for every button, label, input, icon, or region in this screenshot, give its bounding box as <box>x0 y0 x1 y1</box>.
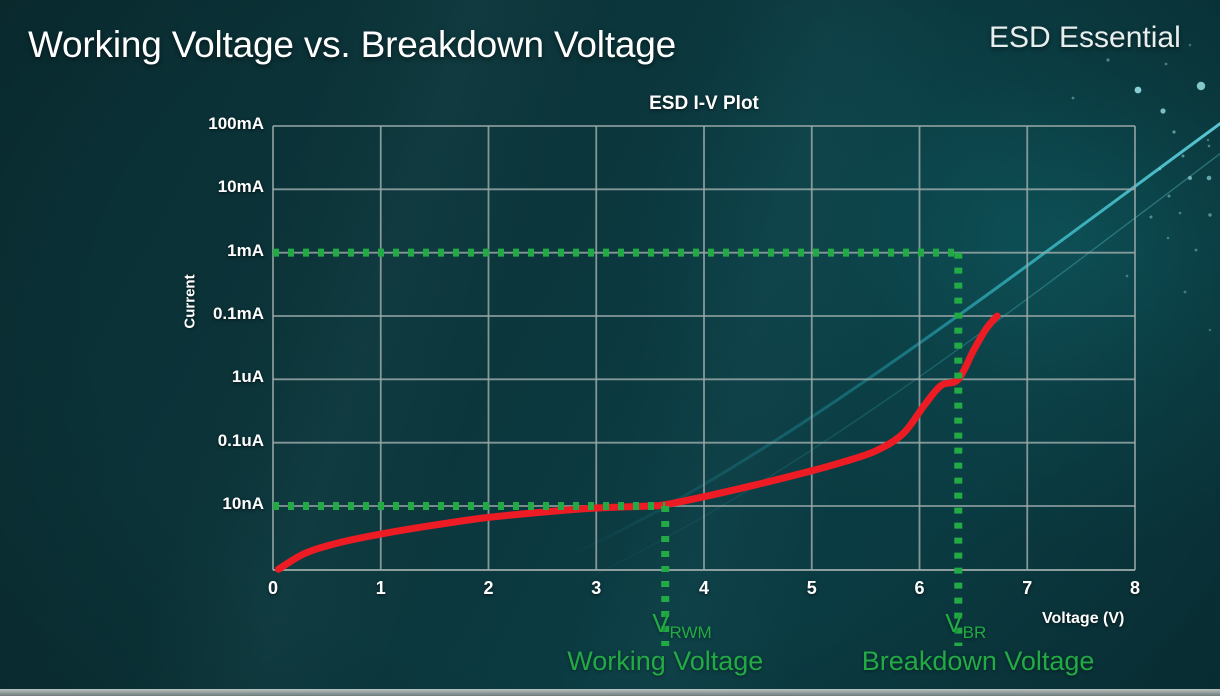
chart-title: ESD I-V Plot <box>649 93 759 114</box>
working-voltage-symbol-letter: V <box>652 608 670 638</box>
x-axis-tick-label: 8 <box>1129 578 1140 598</box>
y-axis-tick-label: 100mA <box>208 114 264 133</box>
x-axis-tick-label: 7 <box>1022 578 1033 598</box>
annotation-lines <box>273 248 963 646</box>
working-voltage-symbol: VRWM <box>652 608 712 643</box>
breakdown-voltage-caption: Breakdown Voltage <box>861 646 1095 676</box>
breakdown-voltage-symbol-letter: V <box>945 608 963 638</box>
breakdown-voltage-symbol: VBR <box>945 608 986 643</box>
x-axis-tick-label: 0 <box>267 578 278 598</box>
slide-bottom-edge <box>0 689 1220 696</box>
iv-curve <box>274 312 1001 573</box>
y-axis-tick-label: 1mA <box>227 240 264 260</box>
working-voltage-caption: Working Voltage <box>567 646 764 676</box>
y-axis-tick-label: 10nA <box>222 494 264 513</box>
y-axis-tick-label: 0.1uA <box>217 430 264 450</box>
y-axis-tick-label: 1uA <box>231 367 264 387</box>
deck-label: ESD Essential <box>989 21 1181 54</box>
y-axis-tick-label: 0.1mA <box>212 304 264 323</box>
x-axis-label: Voltage (V) <box>1042 610 1125 627</box>
x-axis-tick-label: 6 <box>914 578 925 598</box>
x-axis-tick-label: 3 <box>591 578 602 598</box>
x-axis-tick-label: 1 <box>375 578 386 598</box>
curve-group <box>274 312 1001 573</box>
grid-lines <box>272 125 1136 571</box>
breakdown-voltage-symbol-subscript: BR <box>962 623 987 643</box>
x-axis-tick-label: 5 <box>806 578 817 598</box>
page-title: Working Voltage vs. Breakdown Voltage <box>28 24 677 65</box>
y-axis-tick-label: 10mA <box>217 177 264 197</box>
x-axis-tick-label: 2 <box>483 578 494 598</box>
x-axis-tick-label: 4 <box>698 578 709 598</box>
working-voltage-symbol-subscript: RWM <box>669 623 712 643</box>
